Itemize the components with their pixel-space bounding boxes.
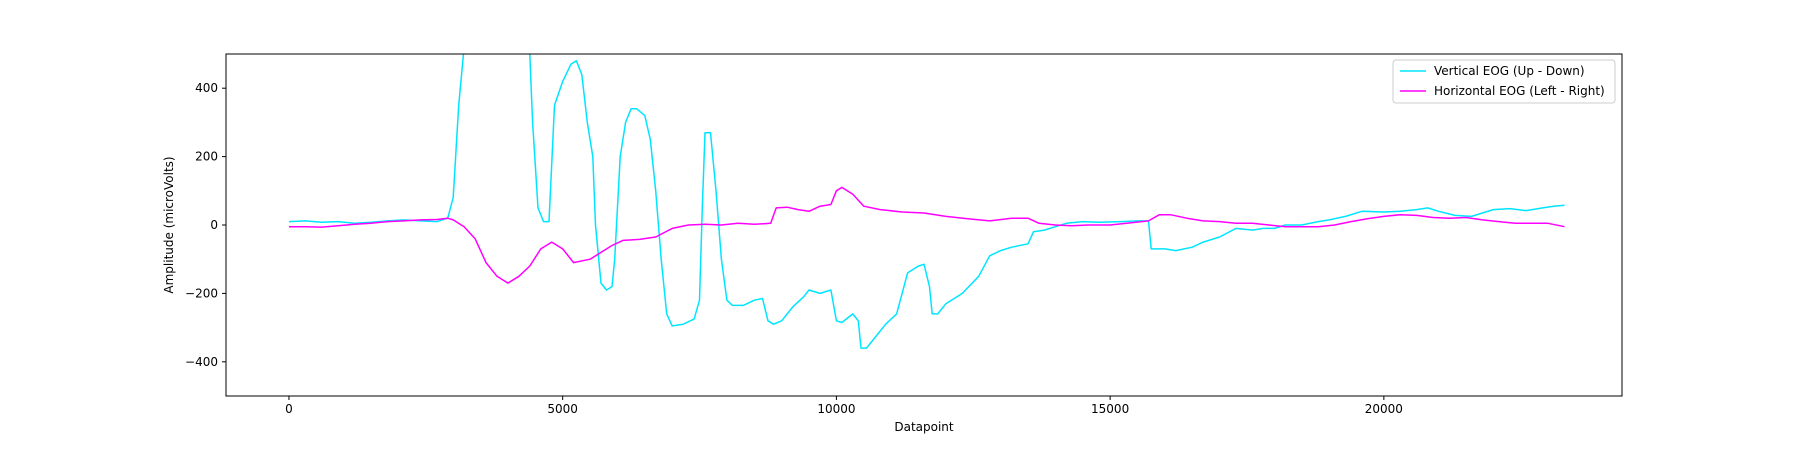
legend: Vertical EOG (Up - Down) Horizontal EOG …	[1392, 59, 1616, 104]
y-axis: −400 −200 0 200 400	[185, 81, 226, 369]
y-tick-label: −400	[185, 355, 218, 369]
x-tick-label: 20000	[1365, 402, 1403, 416]
x-tick-label: 10000	[817, 402, 855, 416]
legend-label-vertical-eog: Vertical EOG (Up - Down)	[1434, 64, 1585, 78]
plot-area-frame	[225, 53, 1623, 397]
legend-box	[1392, 59, 1616, 104]
y-axis-label: Amplitude (microVolts)	[162, 156, 176, 293]
x-tick-label: 0	[285, 402, 293, 416]
legend-label-horizontal-eog: Horizontal EOG (Left - Right)	[1434, 84, 1605, 98]
x-axis: 0 5000 10000 15000 20000	[285, 396, 1403, 416]
y-tick-label: 0	[210, 218, 218, 232]
x-axis-label: Datapoint	[894, 420, 954, 434]
y-tick-label: 400	[195, 81, 218, 95]
y-tick-label: −200	[185, 286, 218, 300]
y-tick-label: 200	[195, 150, 218, 164]
series-line-0	[288, 54, 1565, 349]
x-tick-label: 5000	[547, 402, 578, 416]
series-line-1	[289, 186, 1565, 284]
x-tick-label: 15000	[1091, 402, 1129, 416]
series-layer	[288, 54, 1565, 349]
